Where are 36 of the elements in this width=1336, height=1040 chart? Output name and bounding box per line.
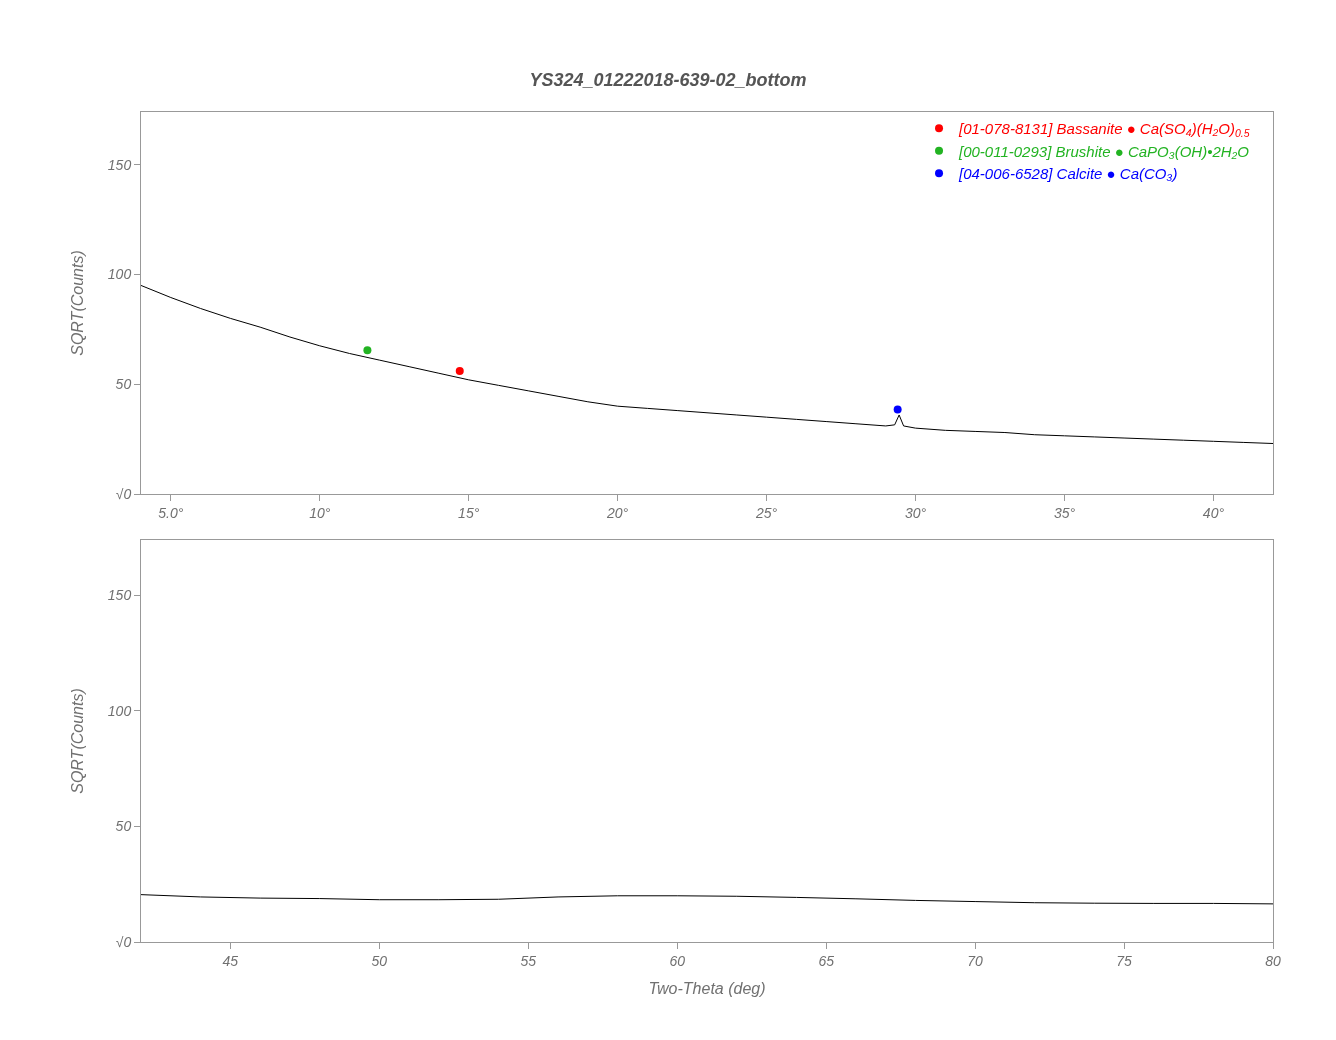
legend-label: [01-078-8131] Bassanite ● Ca(SO₄)(H₂O)$_{0.5}$ bbox=[958, 120, 1250, 140]
x-axis-title: Two-Theta (deg) bbox=[648, 980, 766, 998]
x-tick-label: 20° bbox=[606, 504, 629, 521]
y-tick-label: √0 bbox=[115, 485, 132, 502]
point bbox=[363, 346, 372, 355]
x-tick-label: 35° bbox=[1053, 504, 1076, 521]
y-tick-label: 100 bbox=[107, 266, 132, 283]
x-tick-label: 80 bbox=[1265, 952, 1281, 969]
x-tick-label: 15° bbox=[458, 504, 480, 521]
line-series bbox=[141, 284, 1273, 445]
chart-title: YS324_01222018-639-02_bottom bbox=[529, 70, 807, 91]
y-axis-title: SQRT(Counts) bbox=[68, 688, 86, 794]
line-series bbox=[141, 894, 1273, 905]
point bbox=[893, 405, 902, 414]
x-tick-label: 45 bbox=[222, 952, 239, 969]
y-tick-label: 150 bbox=[107, 156, 132, 173]
x-tick-label: 50 bbox=[371, 952, 388, 969]
y-axis-title: SQRT(Counts) bbox=[68, 250, 86, 356]
x-tick-label: 55 bbox=[520, 952, 537, 969]
y-tick-label: 150 bbox=[107, 587, 132, 604]
x-tick-label: 25° bbox=[754, 504, 778, 521]
y-tick-label: √0 bbox=[115, 933, 132, 950]
x-tick-label: 65 bbox=[818, 952, 835, 969]
x-tick-label: 70 bbox=[967, 952, 984, 969]
y-tick-label: 100 bbox=[107, 702, 132, 719]
x-tick-label: 30° bbox=[904, 504, 927, 521]
x-tick-label: 75 bbox=[1116, 952, 1133, 969]
legend-label: [04-006-6528] Calcite ● Ca(CO₃) bbox=[958, 165, 1178, 183]
x-tick-label: 60 bbox=[669, 952, 686, 969]
y-tick-label: 50 bbox=[115, 376, 132, 393]
y-tick-label: 50 bbox=[115, 818, 132, 835]
x-tick-label: 10° bbox=[309, 504, 331, 521]
x-tick-label: 5.0° bbox=[158, 504, 184, 521]
point bbox=[455, 367, 464, 376]
x-tick-label: 40° bbox=[1202, 504, 1225, 521]
legend-label: [00-011-0293] Brushite ● CaPO₃(OH)•2H₂O bbox=[958, 142, 1250, 160]
